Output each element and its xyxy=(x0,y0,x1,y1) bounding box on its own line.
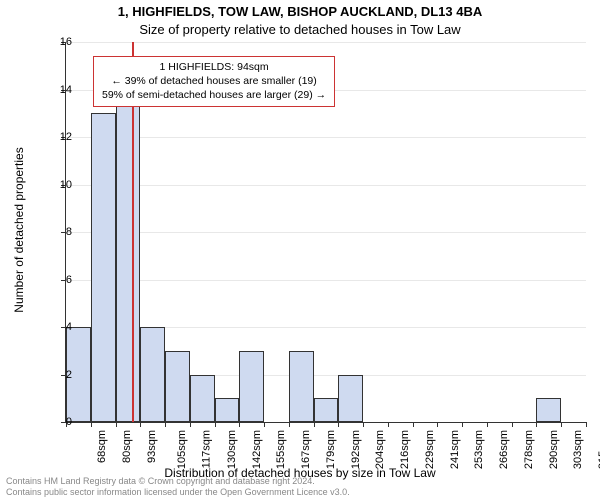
x-tick-mark xyxy=(165,422,166,427)
callout-box: 1 HIGHFIELDS: 94sqm← 39% of detached hou… xyxy=(93,56,335,107)
gridline xyxy=(66,185,586,186)
x-tick-mark xyxy=(536,422,537,427)
y-tick-label: 2 xyxy=(32,369,72,381)
x-tick-label: 266sqm xyxy=(498,430,510,469)
x-tick-label: 253sqm xyxy=(474,430,486,469)
x-tick-mark xyxy=(116,422,117,427)
x-tick-mark xyxy=(413,422,414,427)
y-tick-label: 12 xyxy=(32,131,72,143)
x-tick-mark xyxy=(314,422,315,427)
x-tick-mark xyxy=(215,422,216,427)
x-tick-mark xyxy=(437,422,438,427)
x-tick-mark xyxy=(487,422,488,427)
x-tick-mark xyxy=(289,422,290,427)
histogram-bar xyxy=(289,351,314,422)
histogram-bar xyxy=(314,398,339,422)
x-tick-label: 278sqm xyxy=(523,430,535,469)
x-tick-mark xyxy=(363,422,364,427)
histogram-bar xyxy=(140,327,165,422)
x-tick-label: 229sqm xyxy=(424,430,436,469)
x-tick-label: 179sqm xyxy=(325,430,337,469)
x-tick-mark xyxy=(239,422,240,427)
footer-attribution: Contains HM Land Registry data © Crown c… xyxy=(6,476,350,499)
histogram-bar xyxy=(190,375,215,423)
x-tick-label: 290sqm xyxy=(548,430,560,469)
y-tick-label: 4 xyxy=(32,321,72,333)
gridline xyxy=(66,137,586,138)
x-tick-label: 105sqm xyxy=(176,430,188,469)
histogram-bar xyxy=(116,90,141,423)
x-tick-label: 241sqm xyxy=(449,430,461,469)
x-tick-mark xyxy=(512,422,513,427)
x-tick-label: 204sqm xyxy=(375,430,387,469)
title-address: 1, HIGHFIELDS, TOW LAW, BISHOP AUCKLAND,… xyxy=(0,4,600,19)
x-tick-mark xyxy=(190,422,191,427)
callout-line: 59% of semi-detached houses are larger (… xyxy=(102,88,326,102)
x-tick-mark xyxy=(338,422,339,427)
histogram-bar xyxy=(338,375,363,423)
histogram-bar xyxy=(165,351,190,422)
x-tick-mark xyxy=(140,422,141,427)
x-tick-mark xyxy=(586,422,587,427)
x-tick-label: 130sqm xyxy=(226,430,238,469)
footer-line: Contains HM Land Registry data © Crown c… xyxy=(6,476,350,487)
gridline xyxy=(66,42,586,43)
y-tick-label: 0 xyxy=(32,416,72,428)
histogram-bar xyxy=(91,113,116,422)
histogram-bar xyxy=(536,398,561,422)
y-tick-label: 10 xyxy=(32,179,72,191)
x-tick-mark xyxy=(462,422,463,427)
x-tick-mark xyxy=(561,422,562,427)
callout-line: ← 39% of detached houses are smaller (19… xyxy=(102,74,326,88)
y-tick-label: 14 xyxy=(32,84,72,96)
x-tick-label: 80sqm xyxy=(121,430,133,463)
x-tick-mark xyxy=(388,422,389,427)
x-tick-mark xyxy=(91,422,92,427)
histogram-bar xyxy=(239,351,264,422)
x-tick-label: 68sqm xyxy=(96,430,108,463)
y-tick-label: 16 xyxy=(32,36,72,48)
x-tick-label: 167sqm xyxy=(300,430,312,469)
x-tick-label: 192sqm xyxy=(350,430,362,469)
x-tick-label: 216sqm xyxy=(399,430,411,469)
x-tick-label: 142sqm xyxy=(251,430,263,469)
callout-line: 1 HIGHFIELDS: 94sqm xyxy=(102,60,326,74)
footer-line: Contains public sector information licen… xyxy=(6,487,350,498)
x-tick-label: 303sqm xyxy=(573,430,585,469)
x-tick-label: 117sqm xyxy=(200,430,212,468)
y-tick-label: 6 xyxy=(32,274,72,286)
gridline xyxy=(66,280,586,281)
gridline xyxy=(66,232,586,233)
y-axis-label: Number of detached properties xyxy=(12,147,26,312)
title-subtitle: Size of property relative to detached ho… xyxy=(0,22,600,37)
x-tick-label: 93sqm xyxy=(146,430,158,463)
x-tick-label: 155sqm xyxy=(275,430,287,469)
y-tick-label: 8 xyxy=(32,226,72,238)
histogram-bar xyxy=(215,398,240,422)
x-tick-mark xyxy=(264,422,265,427)
